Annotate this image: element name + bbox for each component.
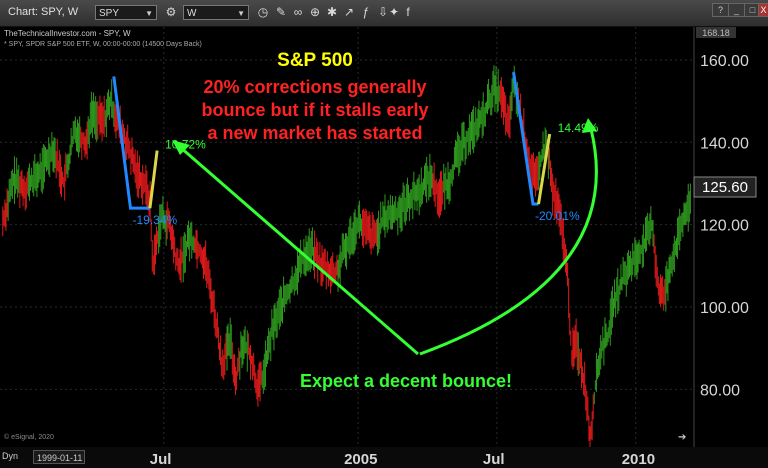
subtitle-line-3: a new market has started: [207, 123, 422, 143]
last-price-badge: [693, 176, 757, 198]
top-scale-value: 168.18: [702, 28, 730, 38]
symbol-lookup-icon[interactable]: ⚙: [165, 5, 177, 19]
bounce-annotation: Expect a decent bounce!: [300, 371, 512, 391]
zoom-icon[interactable]: ⊕: [309, 5, 321, 19]
chart-title: S&P 500: [277, 50, 353, 71]
chart-description: * SPY, SPDR S&P 500 ETF, W, 00:00-00:00 …: [4, 41, 202, 48]
bounce-line: [148, 150, 159, 209]
dyn-button[interactable]: Dyn: [2, 451, 19, 461]
y-tick-label: 140.00: [700, 135, 749, 152]
price-series: [2, 65, 691, 447]
arrow-to-2001: [179, 145, 419, 356]
subtitle-line-2: bounce but if it stalls early: [201, 100, 428, 120]
x-tick-label: Jul: [149, 451, 172, 468]
minimize-button[interactable]: _: [728, 3, 745, 17]
twitter-icon[interactable]: ✦: [388, 5, 400, 19]
close-button[interactable]: X: [758, 3, 768, 17]
symbol-value: SPY: [99, 8, 120, 19]
scroll-right-icon[interactable]: ➔: [678, 432, 686, 443]
clock-icon[interactable]: ◷: [257, 5, 269, 19]
chart-canvas[interactable]: -19.34%-20.01%10.72%14.49% 80.00100.0012…: [0, 27, 768, 447]
script-icon[interactable]: ƒ: [362, 5, 370, 19]
window-title: Chart: SPY, W: [8, 6, 79, 18]
x-tick-label: 2005: [344, 451, 378, 468]
y-tick-label: 80.00: [700, 382, 740, 399]
arrowhead-left: [172, 140, 190, 155]
correction-label: -19.34%: [132, 213, 177, 227]
y-tick-label: 100.00: [700, 300, 749, 317]
correction-line: [512, 72, 539, 206]
bounce-line: [537, 133, 552, 205]
maximize-button[interactable]: □: [744, 3, 761, 17]
top-scale-badge: [696, 27, 736, 38]
copyright-label: © eSignal, 2020: [4, 433, 54, 441]
download-icon[interactable]: ⇩: [377, 5, 389, 19]
interval-value: W: [187, 8, 197, 19]
chevron-down-icon[interactable]: ▼: [237, 9, 245, 18]
pencil-icon[interactable]: ✎: [275, 5, 287, 19]
correction-label: -20.01%: [535, 209, 580, 223]
settings-icon[interactable]: ✱: [326, 5, 338, 19]
arrow-to-2008: [419, 124, 598, 356]
chart-grid: [0, 27, 694, 447]
link-icon[interactable]: ∞: [293, 5, 303, 19]
cursor-icon[interactable]: ↗: [343, 5, 355, 19]
arrowhead-right: [582, 118, 597, 133]
correction-line: [112, 76, 150, 210]
subtitle-line-1: 20% corrections generally: [203, 77, 426, 97]
x-tick-label: Jul: [482, 451, 505, 468]
start-date-input[interactable]: 1999-01-11: [33, 450, 85, 464]
y-tick-label: 160.00: [700, 53, 749, 70]
y-tick-label: 120.00: [700, 218, 749, 235]
window-title-bar: Chart: SPY, W SPY ▼ ⚙ W ▼ ◷ ✎ ∞ ⊕ ✱ ↗ ƒ …: [0, 0, 768, 27]
price-axis[interactable]: 80.00 100.00 120.00 140.00 160.00: [700, 53, 749, 399]
help-button[interactable]: ?: [712, 3, 729, 17]
facebook-icon[interactable]: f: [406, 5, 410, 19]
chart-source-label: TheTechnicalInvestor.com - SPY, W: [4, 29, 131, 38]
chevron-down-icon[interactable]: ▼: [145, 9, 153, 18]
annotation-arrows: [172, 118, 598, 356]
symbol-input[interactable]: SPY ▼: [95, 5, 157, 20]
last-price-value: 125.60: [702, 179, 748, 196]
chart-footer: Dyn 1999-01-11: [0, 447, 768, 468]
x-tick-label: 2010: [621, 451, 656, 468]
interval-input[interactable]: W ▼: [183, 5, 249, 20]
